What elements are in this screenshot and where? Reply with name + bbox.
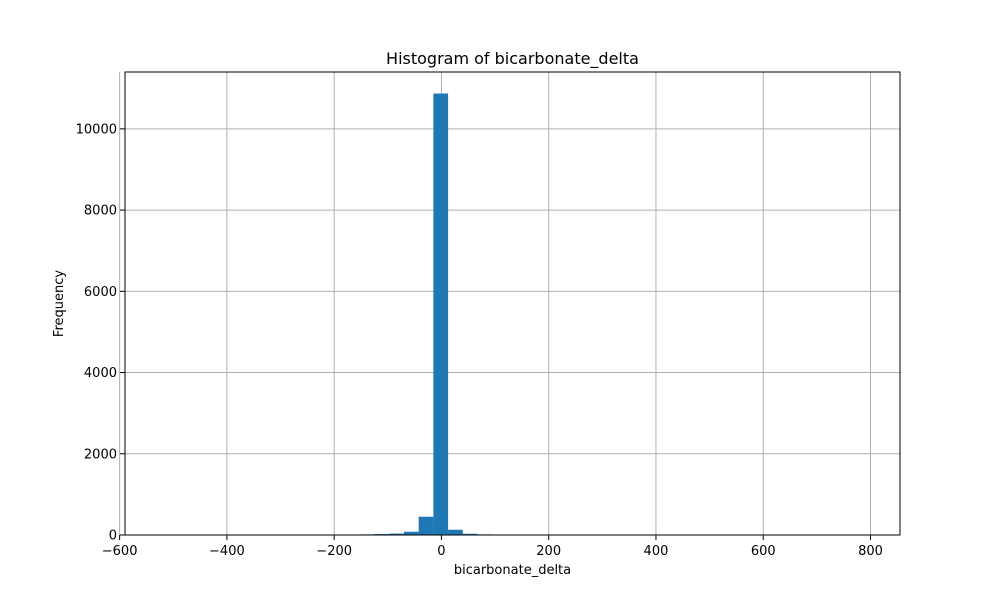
histogram-bar [462, 533, 478, 535]
y-axis-ticks: 0 2000 4000 6000 8000 10000 [76, 122, 125, 544]
histogram-bar [389, 533, 404, 535]
y-tick-label: 2000 [84, 447, 117, 462]
y-tick-label: 0 [109, 529, 117, 544]
x-axis-ticks: −600 −400 −200 0 200 400 600 800 [102, 535, 883, 559]
chart-title: Histogram of bicarbonate_delta [386, 49, 639, 69]
x-tick-label: −400 [209, 544, 245, 559]
x-tick-label: −600 [102, 544, 138, 559]
grid-lines [119, 72, 900, 536]
y-tick-label: 10000 [76, 122, 117, 137]
x-tick-label: 600 [751, 544, 776, 559]
plot-frame [124, 71, 901, 536]
histogram-bar [374, 533, 390, 535]
histogram-bar [433, 93, 449, 535]
x-tick-label: 0 [437, 544, 445, 559]
y-tick-label: 8000 [84, 204, 117, 219]
y-tick-label: 6000 [84, 285, 117, 300]
x-tick-label: 400 [644, 544, 669, 559]
histogram-bar [418, 516, 434, 535]
histogram-bar [404, 531, 419, 535]
x-axis-label: bicarbonate_delta [454, 563, 571, 578]
y-axis-label: Frequency [52, 270, 67, 337]
histogram-bar [448, 529, 463, 535]
y-tick-label: 4000 [84, 366, 117, 381]
x-tick-label: 800 [858, 544, 883, 559]
x-tick-label: −200 [316, 544, 352, 559]
x-tick-label: 200 [536, 544, 561, 559]
